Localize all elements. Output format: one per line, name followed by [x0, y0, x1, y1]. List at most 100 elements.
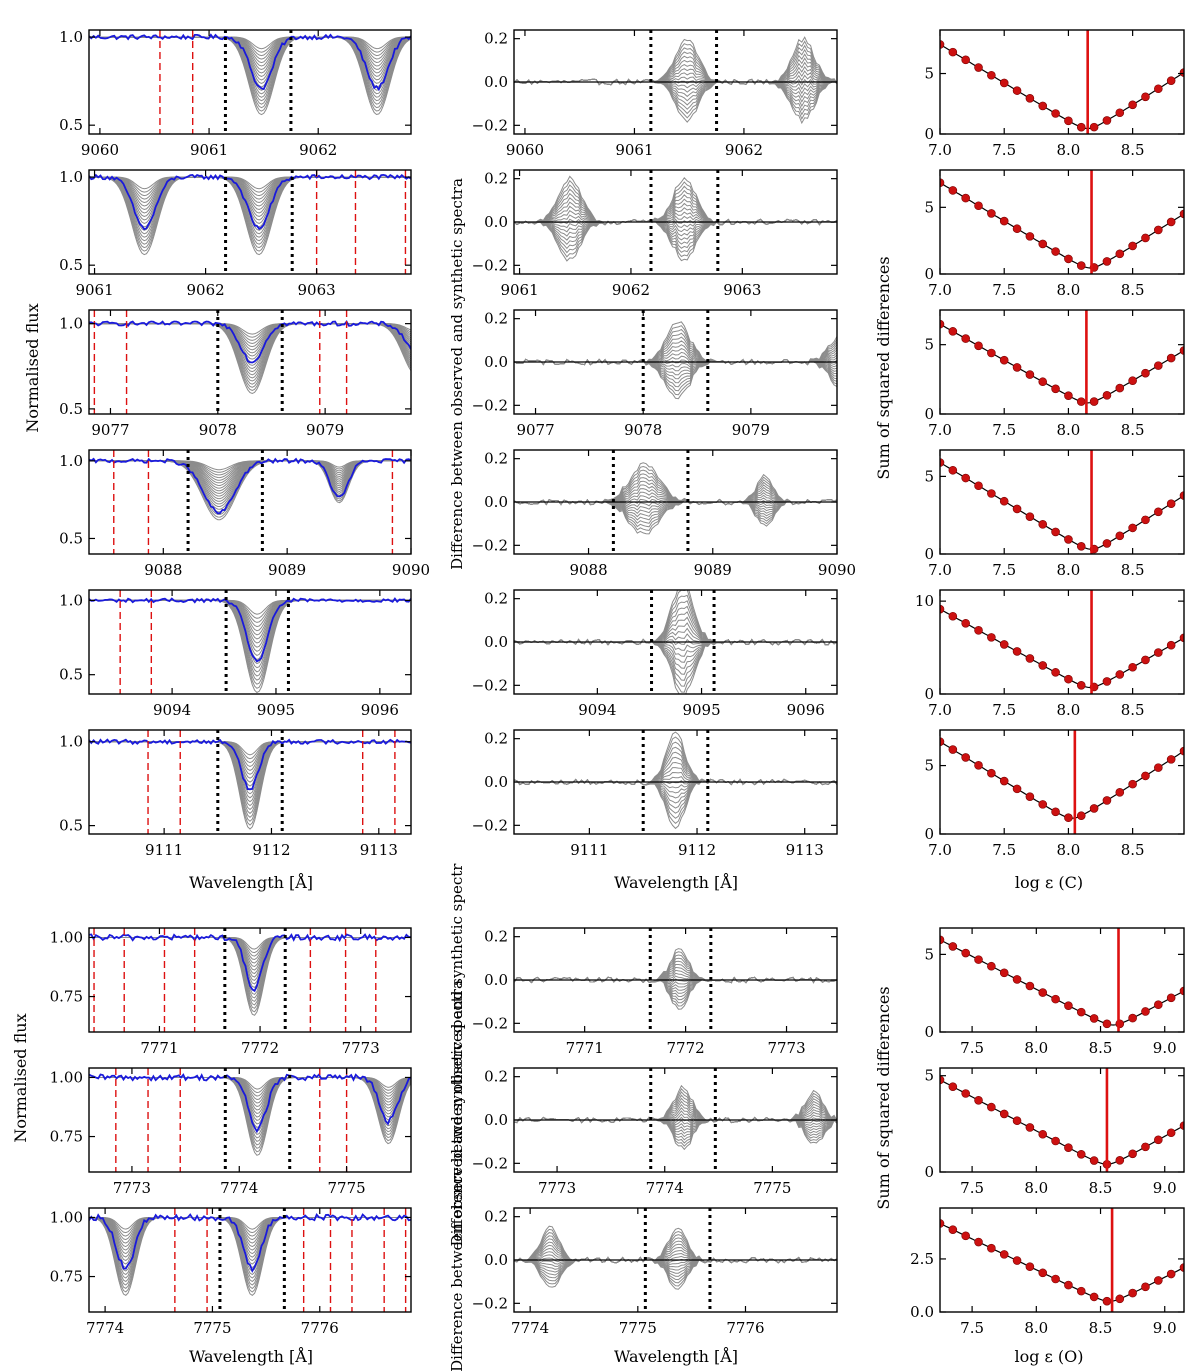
- chi2-point: [1064, 254, 1073, 264]
- chi2-point: [999, 1250, 1009, 1259]
- chi2-point: [1051, 1136, 1060, 1146]
- diff-ytick-label: −0.2: [472, 1294, 508, 1312]
- chi2-ytick-label: 10: [915, 592, 934, 610]
- flux-ytick-label: 1.0: [59, 733, 83, 751]
- diff-xtick-label: 9096: [787, 701, 825, 719]
- chi2-point: [1038, 239, 1048, 249]
- chi2-point: [1076, 261, 1086, 270]
- diff-ytick-label: 0.0: [484, 1251, 508, 1269]
- flux-frame: [88, 449, 412, 555]
- chi2-xtick-label: 8.5: [1121, 141, 1145, 159]
- diff-xtick-label: 9094: [578, 701, 616, 719]
- flux-xtick-label: 7773: [342, 1039, 380, 1057]
- chi2-xtick-label: 7.0: [928, 421, 952, 439]
- flux-xtick-label: 9090: [392, 561, 430, 579]
- chi2-point: [1012, 1256, 1022, 1265]
- diff-xtick-label: 7775: [619, 1319, 657, 1337]
- chi2-point: [961, 1089, 970, 1098]
- observed-spectrum: [89, 319, 411, 364]
- diff-xtick-label: 9062: [612, 281, 650, 299]
- chi2-point: [948, 465, 958, 475]
- panel-grid: 9060 9061 9062 0.5 1.0 9060 9061 9062 −0.2 0.0 0.2…: [50, 28, 1185, 1337]
- flux-plot-area: [89, 928, 411, 1032]
- chi2-ytick-label: 5: [924, 1067, 934, 1085]
- chi2-point: [1179, 746, 1184, 756]
- chi2-plot-area: [940, 928, 1184, 1032]
- chi2-point: [974, 761, 983, 770]
- diff-xtick-label: 9095: [682, 701, 720, 719]
- flux-plot-area: [89, 1208, 411, 1312]
- chi2-plot-area: [940, 450, 1184, 554]
- diff-ytick-label: 0.0: [484, 213, 508, 231]
- diff-ytick-label: 0.0: [484, 73, 508, 91]
- flux-panel: 7771 7772 7773 0.75 1.00: [50, 927, 412, 1057]
- flux-panel: 7773 7774 7775 0.75 1.00: [50, 1067, 412, 1197]
- chi2-point: [1025, 370, 1035, 379]
- chi2-point: [948, 745, 958, 754]
- flux-xtick-label: 9077: [91, 421, 129, 439]
- chi2-xtick-label: 8.5: [1089, 1039, 1113, 1057]
- chi2-point: [987, 633, 996, 642]
- chi2-point: [940, 458, 945, 467]
- flux-plot-area: [89, 170, 411, 274]
- chi2-point: [1154, 361, 1163, 370]
- panel-row: 7771 7772 7773 0.75 1.00 7771 7772 7773 −0.2 0.0 0…: [50, 927, 1185, 1057]
- diff-ytick-label: 0.2: [484, 1208, 508, 1226]
- chi2-xtick-label: 7.0: [928, 561, 952, 579]
- diff-ytick-label: −0.2: [472, 816, 508, 834]
- flux-ytick-label: 0.5: [59, 256, 83, 274]
- diff-ytick-label: 0.0: [484, 493, 508, 511]
- diff-ytick-label: 0.0: [484, 773, 508, 791]
- diff-panel: 9111 9112 9113 −0.2 0.0 0.2: [472, 729, 838, 859]
- panel-row: 9077 9078 9079 0.5 1.0 9077 9078 9079 −0.2 0.0 0.2…: [59, 309, 1185, 439]
- chi2-xtick-label: 7.5: [992, 281, 1016, 299]
- observed-spectrum: [89, 597, 411, 663]
- flux-frame: [88, 1067, 412, 1173]
- diff-xtick-label: 9112: [678, 841, 716, 859]
- diff-xtick-label: 7773: [538, 1179, 576, 1197]
- flux-panel: 7774 7775 7776 0.75 1.00: [50, 1207, 412, 1337]
- chi2-xtick-label: 8.0: [1056, 281, 1080, 299]
- chi2-point: [987, 1102, 996, 1112]
- chi2-point: [1102, 796, 1112, 805]
- flux-ytick-label: 0.5: [59, 400, 83, 418]
- chi2-point: [974, 1237, 983, 1247]
- chi2-point: [1166, 217, 1176, 227]
- synthetic-spectrum: [89, 323, 411, 360]
- chi2-point: [1076, 397, 1086, 406]
- chi2-point: [1179, 491, 1184, 500]
- chi2-xtick-label: 9.0: [1153, 1039, 1177, 1057]
- flux-ytick-label: 0.5: [59, 529, 83, 547]
- chi2-point: [1051, 668, 1060, 677]
- chi2-point: [961, 753, 970, 762]
- chi2-point: [1012, 647, 1022, 656]
- chi2-xtick-label: 8.5: [1121, 561, 1145, 579]
- chi2-point: [987, 489, 996, 498]
- chi2-ytick-label: 5: [924, 198, 934, 216]
- chi2-point: [940, 40, 945, 49]
- diff-panel: 7774 7775 7776 −0.2 0.0 0.2: [472, 1207, 838, 1337]
- flux-xtick-label: 7772: [241, 1039, 279, 1057]
- chi2-point: [1128, 662, 1137, 672]
- diff-xtick-label: 7775: [753, 1179, 791, 1197]
- diff-ytick-label: 0.2: [484, 30, 508, 48]
- chi2-point: [948, 186, 958, 195]
- flux-ylabel-oxygen: Normalised flux: [11, 1013, 30, 1142]
- chi2-point: [999, 496, 1009, 506]
- chi2-xtick-label: 8.0: [1024, 1319, 1048, 1337]
- diff-ytick-label: 0.0: [484, 1111, 508, 1129]
- chi2-ytick-label: 5: [924, 757, 934, 775]
- chi2-point: [1102, 1019, 1112, 1029]
- residual-curve: [514, 638, 837, 693]
- chi2-point: [948, 942, 958, 951]
- chi2-point: [1064, 813, 1073, 823]
- synthetic-spectrum: [89, 36, 411, 116]
- flux-ytick-label: 1.00: [50, 1208, 83, 1226]
- chi2-point: [1128, 523, 1137, 533]
- chi2-point: [1012, 975, 1022, 984]
- chi2-point: [1012, 86, 1022, 95]
- chi2-point: [1141, 1282, 1150, 1292]
- chi2-point: [940, 1219, 945, 1228]
- flux-ytick-label: 1.00: [50, 1068, 83, 1086]
- chi2-point: [1166, 1269, 1176, 1279]
